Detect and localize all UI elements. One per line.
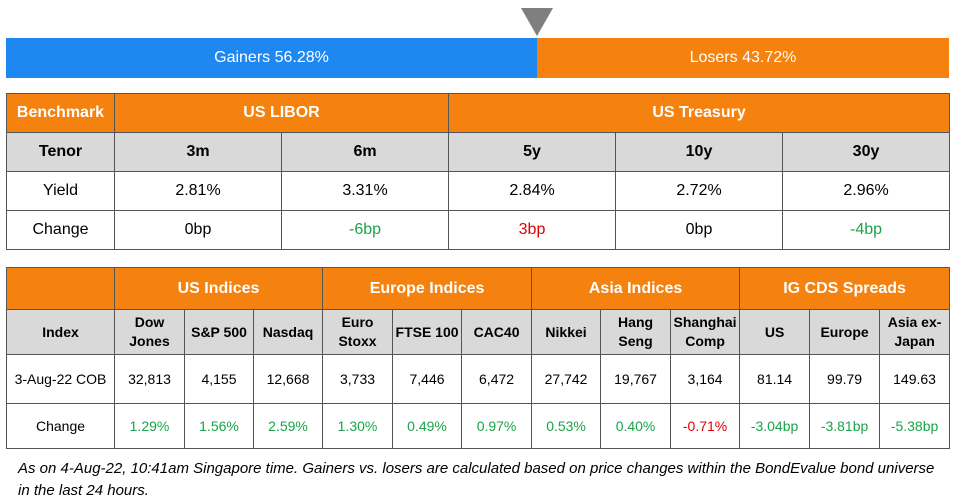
index-change-cell: 2.59% (252, 403, 324, 449)
index-change-cell: 1.29% (114, 403, 185, 449)
index-change-cell: 1.30% (322, 403, 394, 449)
index-name-cell: Dow Jones (114, 309, 185, 355)
index-name-cell: Hang Seng (600, 309, 672, 355)
index-name-line: US (764, 323, 785, 340)
date-label: 3-Aug-22 COB (6, 354, 115, 404)
index-change-cell: -3.81bp (809, 403, 881, 449)
index-name-cell: Europe (809, 309, 881, 355)
tenor-label: Tenor (6, 132, 115, 172)
gainers-losers-marker-icon (521, 8, 553, 36)
index-change-cell: 0.97% (461, 403, 533, 449)
rate-change-cell: -4bp (782, 210, 951, 250)
index-name-line: Euro (341, 314, 374, 330)
us-indices-header: US Indices (113, 267, 324, 310)
index-value-cell: 12,668 (252, 354, 324, 404)
index-value-cell: 7,446 (392, 354, 463, 404)
us-treasury-header: US Treasury (448, 93, 951, 133)
gainers-losers-bar: Gainers 56.28% Losers 43.72% (6, 38, 949, 78)
tenor-cell: 3m (114, 132, 282, 172)
index-name-line: S&P 500 (191, 323, 247, 340)
index-name-line: Nikkei (545, 323, 587, 340)
tenor-cell: 10y (615, 132, 784, 172)
index-name-line: Seng (618, 333, 653, 349)
index-change-cell: 1.56% (184, 403, 254, 449)
index-value-cell: 32,813 (114, 354, 185, 404)
index-change-cell: -3.04bp (739, 403, 811, 449)
yield-cell: 2.84% (448, 171, 617, 211)
index-change-cell: -0.71% (670, 403, 741, 449)
index-name-cell: Euro Stoxx (322, 309, 394, 355)
index-change-label: Change (6, 403, 115, 449)
index-name-cell: Nasdaq (252, 309, 324, 355)
index-name-line: Stoxx (338, 333, 377, 349)
index-value-cell: 149.63 (879, 354, 951, 404)
losers-segment: Losers 43.72% (537, 38, 949, 78)
indices-table: US Indices Europe Indices Asia Indices I… (6, 267, 951, 449)
index-value-cell: 81.14 (739, 354, 811, 404)
footnote: As on 4-Aug-22, 10:41am Singapore time. … (18, 460, 935, 499)
us-libor-header: US LIBOR (113, 93, 450, 133)
index-name-cell: S&P 500 (184, 309, 254, 355)
tenor-cell: 30y (782, 132, 951, 172)
index-value-cell: 3,164 (670, 354, 741, 404)
index-name-line: Shanghai (673, 314, 737, 330)
index-value-cell: 27,742 (531, 354, 602, 404)
index-name-cell: CAC40 (461, 309, 533, 355)
index-name-cell: FTSE 100 (392, 309, 463, 355)
gainers-segment: Gainers 56.28% (6, 38, 537, 78)
index-name-line: FTSE 100 (395, 323, 459, 340)
index-name-line: CAC40 (473, 323, 520, 340)
tenor-cell: 6m (280, 132, 450, 172)
index-change-cell: 0.49% (392, 403, 463, 449)
index-name-line: Dow (134, 314, 165, 330)
index-name-line: Jones (129, 333, 170, 349)
ig-cds-spreads-header: IG CDS Spreads (739, 267, 951, 310)
rate-change-cell: 3bp (448, 210, 617, 250)
index-name-cell: Nikkei (531, 309, 602, 355)
rates-table: Benchmark US LIBOR US Treasury Tenor 3m … (6, 93, 951, 250)
europe-indices-header: Europe Indices (322, 267, 533, 310)
yield-cell: 2.96% (782, 171, 951, 211)
change-label: Change (6, 210, 115, 250)
index-name-line: Hang (618, 314, 654, 330)
index-value-cell: 4,155 (184, 354, 254, 404)
index-name-line: Japan (894, 333, 935, 349)
tenor-cell: 5y (448, 132, 617, 172)
index-name-cell: Shanghai Comp (670, 309, 741, 355)
index-value-cell: 6,472 (461, 354, 533, 404)
index-name-line: Europe (820, 323, 869, 340)
index-name-cell: Asia ex- Japan (879, 309, 951, 355)
benchmark-header: Benchmark (6, 93, 115, 133)
index-change-cell: 0.40% (600, 403, 672, 449)
indices-corner (6, 267, 115, 310)
rate-change-cell: 0bp (615, 210, 784, 250)
index-value-cell: 19,767 (600, 354, 672, 404)
yield-cell: 3.31% (280, 171, 450, 211)
rate-change-cell: 0bp (114, 210, 282, 250)
index-name-line: Asia ex- (887, 314, 942, 330)
index-label: Index (6, 309, 115, 355)
yield-cell: 2.72% (615, 171, 784, 211)
index-value-cell: 3,733 (322, 354, 394, 404)
yield-cell: 2.81% (114, 171, 282, 211)
yield-label: Yield (6, 171, 115, 211)
index-name-line: Comp (685, 333, 725, 349)
index-change-cell: 0.53% (531, 403, 602, 449)
index-change-cell: -5.38bp (879, 403, 951, 449)
index-value-cell: 99.79 (809, 354, 881, 404)
asia-indices-header: Asia Indices (531, 267, 741, 310)
index-name-line: Nasdaq (262, 323, 314, 340)
rate-change-cell: -6bp (280, 210, 450, 250)
index-name-cell: US (739, 309, 811, 355)
